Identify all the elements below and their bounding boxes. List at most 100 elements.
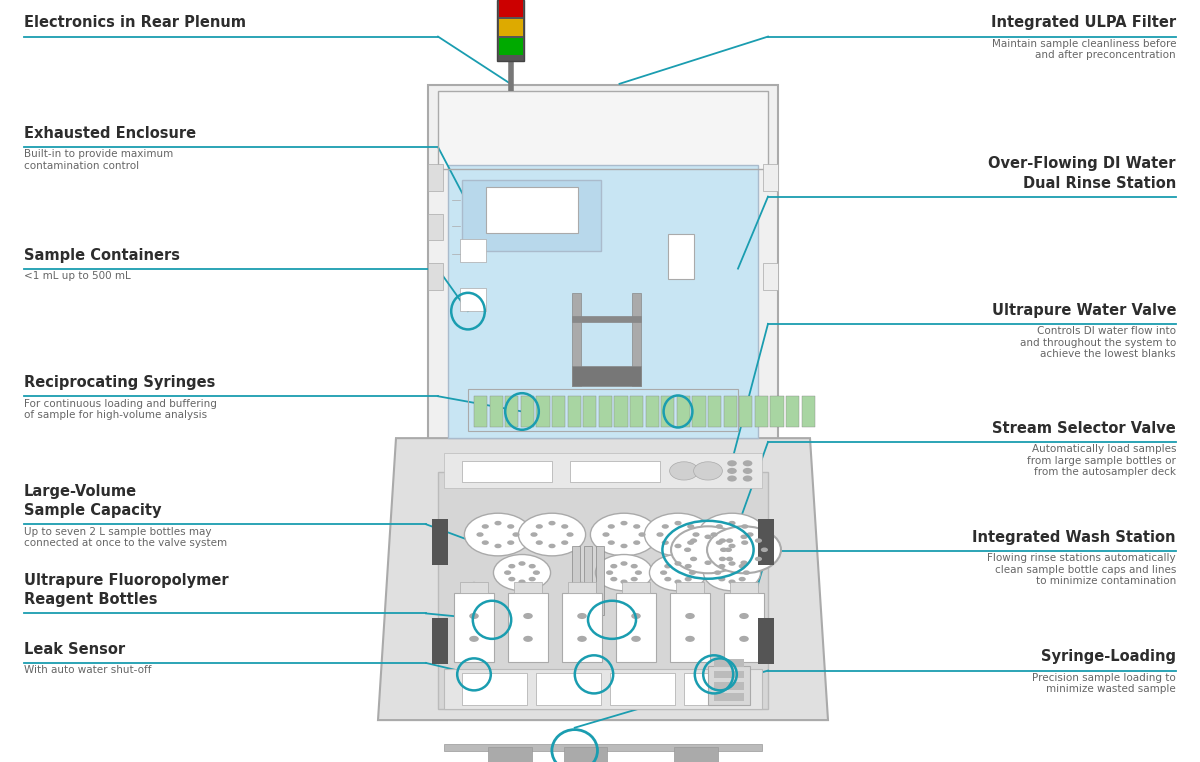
Bar	[630, 396, 643, 427]
Bar	[646, 396, 659, 427]
Circle shape	[533, 570, 540, 575]
Circle shape	[725, 547, 732, 552]
Bar	[438, 91, 768, 169]
Circle shape	[518, 579, 526, 584]
Text: Stream Selector Valve: Stream Selector Valve	[992, 421, 1176, 436]
Bar	[474, 396, 487, 427]
Text: With auto water shut-off: With auto water shut-off	[24, 665, 151, 675]
Bar	[428, 263, 443, 290]
Text: Precision sample loading to
minimize wasted sample: Precision sample loading to minimize was…	[1032, 673, 1176, 694]
Circle shape	[481, 524, 488, 529]
Circle shape	[674, 579, 682, 584]
Circle shape	[704, 535, 712, 539]
Circle shape	[698, 514, 766, 556]
Bar	[488, 747, 532, 762]
Bar	[583, 396, 596, 427]
Bar	[428, 164, 443, 190]
Text: <1 mL up to 500 mL: <1 mL up to 500 mL	[24, 271, 131, 281]
Bar	[486, 187, 578, 233]
Circle shape	[661, 524, 668, 529]
Circle shape	[727, 468, 737, 474]
Circle shape	[634, 540, 641, 545]
Circle shape	[660, 570, 667, 575]
Text: Automatically load samples
from large sample bottles or
from the autosampler dec: Automatically load samples from large sa…	[1027, 444, 1176, 478]
Bar	[536, 673, 601, 705]
Circle shape	[715, 540, 722, 545]
Circle shape	[746, 533, 754, 537]
Text: Exhausted Enclosure: Exhausted Enclosure	[24, 126, 196, 141]
Circle shape	[710, 533, 718, 537]
Circle shape	[728, 544, 736, 549]
Bar	[714, 659, 744, 667]
Circle shape	[704, 561, 712, 565]
Bar	[617, 593, 656, 661]
Polygon shape	[378, 438, 828, 720]
Text: Flowing rinse stations automatically
clean sample bottle caps and lines
to minim: Flowing rinse stations automatically cle…	[988, 553, 1176, 587]
Bar	[509, 593, 548, 661]
Circle shape	[740, 535, 748, 539]
Bar	[468, 389, 738, 431]
Circle shape	[504, 570, 511, 575]
Circle shape	[634, 524, 641, 529]
Text: Reagent Bottles: Reagent Bottles	[24, 592, 157, 607]
Bar	[562, 593, 601, 661]
Bar	[432, 618, 448, 664]
Bar	[623, 581, 650, 593]
Circle shape	[719, 538, 726, 543]
Bar	[460, 288, 486, 311]
Circle shape	[703, 555, 761, 591]
Bar	[631, 293, 641, 386]
Bar	[614, 396, 628, 427]
Circle shape	[684, 547, 691, 552]
Circle shape	[728, 579, 736, 584]
Circle shape	[508, 524, 515, 529]
Bar	[444, 744, 762, 751]
Bar	[584, 546, 592, 614]
Circle shape	[631, 636, 641, 642]
Bar	[763, 164, 778, 190]
Circle shape	[630, 577, 637, 581]
Circle shape	[738, 577, 745, 581]
Bar	[438, 472, 768, 709]
Circle shape	[707, 527, 781, 573]
Text: Reciprocating Syringes: Reciprocating Syringes	[24, 375, 215, 390]
Circle shape	[692, 533, 700, 537]
Circle shape	[523, 613, 533, 619]
Text: Leak Sensor: Leak Sensor	[24, 642, 125, 657]
Circle shape	[727, 460, 737, 466]
Bar	[755, 396, 768, 427]
Circle shape	[602, 533, 610, 537]
Circle shape	[665, 564, 672, 568]
Circle shape	[562, 524, 569, 529]
Bar	[462, 461, 552, 482]
Circle shape	[755, 538, 762, 543]
Circle shape	[694, 462, 722, 480]
Bar	[571, 293, 581, 386]
Circle shape	[674, 544, 682, 549]
Text: Dual Rinse Station: Dual Rinse Station	[1022, 175, 1176, 190]
Bar	[564, 747, 607, 762]
Bar	[739, 396, 752, 427]
Circle shape	[590, 514, 658, 556]
Circle shape	[689, 570, 696, 575]
Circle shape	[728, 561, 736, 565]
Bar	[438, 91, 768, 169]
Bar	[499, 38, 523, 55]
Bar	[714, 693, 744, 701]
Circle shape	[761, 547, 768, 552]
Bar	[552, 396, 565, 427]
Bar	[677, 581, 704, 593]
Circle shape	[548, 521, 556, 526]
Bar	[571, 315, 641, 322]
Circle shape	[684, 577, 691, 581]
Bar	[521, 396, 534, 427]
Bar	[725, 593, 764, 661]
Bar	[730, 581, 758, 593]
Bar	[570, 461, 660, 482]
Bar	[758, 520, 774, 565]
Bar	[572, 546, 580, 614]
Circle shape	[739, 636, 749, 642]
Circle shape	[620, 561, 628, 565]
Circle shape	[665, 577, 672, 581]
Circle shape	[464, 514, 532, 556]
